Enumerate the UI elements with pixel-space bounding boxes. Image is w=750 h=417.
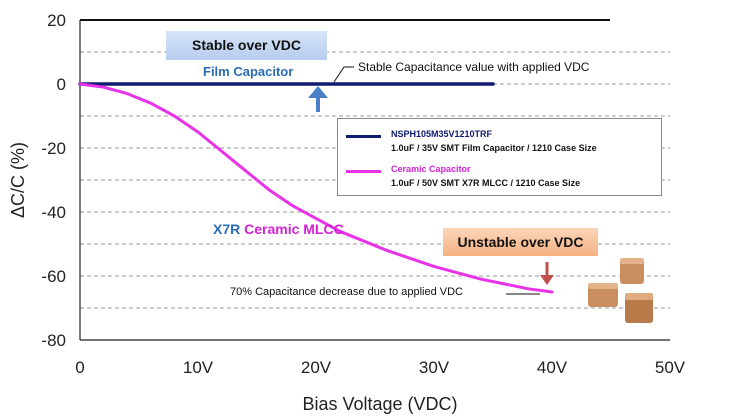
x-tick-label: 40V (537, 358, 568, 377)
x-tick-label: 30V (419, 358, 450, 377)
axis-layer (79, 19, 670, 341)
legend-name-film: NSPH105M35V1210TRF (391, 129, 493, 139)
unstable-callout-box: Unstable over VDC (443, 228, 598, 256)
y-axis-title: ΔC/C (%) (8, 142, 28, 218)
legend: NSPH105M35V1210TRF 1.0uF / 35V SMT Film … (337, 118, 662, 196)
film-capacitor-label: Film Capacitor (203, 64, 294, 79)
x-axis-title: Bias Voltage (VDC) (302, 394, 457, 414)
x-tick-label: 50V (655, 358, 686, 377)
series-layer (78, 82, 554, 294)
y-tick-label: -20 (41, 139, 66, 158)
y-tick-label: -60 (41, 267, 66, 286)
stable-note-leader (333, 66, 354, 83)
stable-arrow-head (308, 86, 328, 98)
series-line-ceramic (78, 82, 554, 294)
legend-name-ceramic: Ceramic Capacitor (391, 164, 471, 174)
legend-swatch-film (346, 135, 381, 138)
legend-desc-ceramic: 1.0uF / 50V SMT X7R MLCC / 1210 Case Siz… (391, 178, 581, 188)
legend-swatch-ceramic (346, 170, 381, 173)
x-tick-label: 10V (183, 358, 214, 377)
ceramic-mlcc-text: Ceramic MLCC (244, 221, 344, 237)
x-tick-label: 20V (301, 358, 332, 377)
x7r-mlcc-label: X7R Ceramic MLCC (213, 221, 344, 237)
stable-capacitance-note: Stable Capacitance value with applied VD… (356, 60, 592, 74)
capacitor-product-image-bottom (588, 258, 653, 323)
y-tick-label: 0 (57, 75, 66, 94)
x7r-prefix: X7R (213, 221, 241, 237)
annotation-layer (308, 66, 554, 295)
capacitance-decrease-note: 70% Capacitance decrease due to applied … (228, 286, 465, 298)
stable-callout-box: Stable over VDC (166, 31, 327, 60)
unstable-arrow-head (540, 275, 554, 285)
y-tick-label: 20 (47, 11, 66, 30)
y-tick-label: -80 (41, 331, 66, 350)
x-tick-label: 0 (75, 358, 84, 377)
tick-label-layer: 20 0 -20 -40 -60 -80 0 10V 20V 30V 40V 50V (41, 11, 685, 377)
legend-desc-film: 1.0uF / 35V SMT Film Capacitor / 1210 Ca… (391, 143, 597, 153)
y-tick-label: -40 (41, 203, 66, 222)
